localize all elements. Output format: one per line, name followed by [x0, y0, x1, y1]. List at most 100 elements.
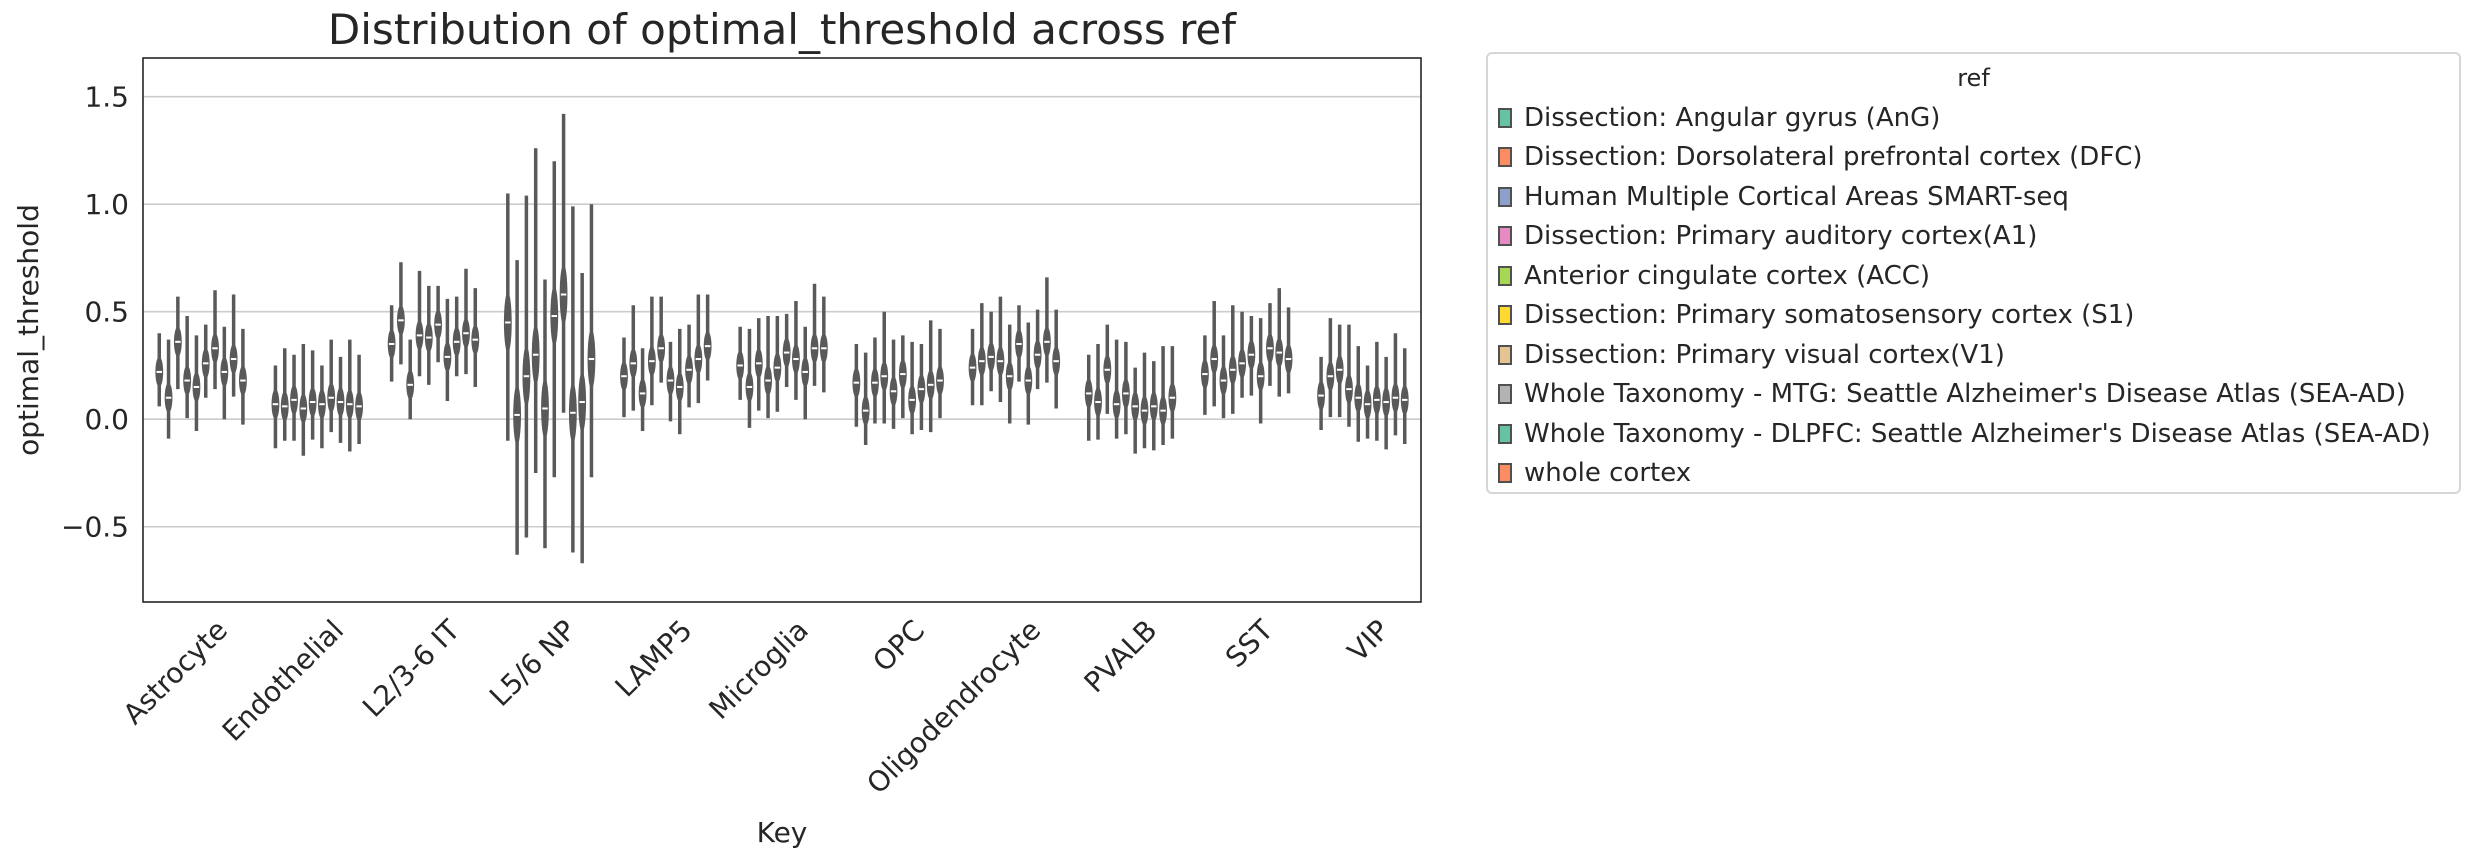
- violin: [1335, 324, 1344, 418]
- legend-entry: Dissection: Angular gyrus (AnG): [1488, 98, 2459, 138]
- legend-label: Human Multiple Cortical Areas SMART-seq: [1524, 181, 2069, 212]
- x-tick-label: Microglia: [702, 613, 814, 725]
- violin: [336, 356, 345, 443]
- violin: [424, 285, 433, 385]
- violin: [578, 273, 587, 564]
- legend-entry: Dissection: Primary auditory cortex(A1): [1488, 217, 2459, 257]
- violin: [327, 339, 336, 433]
- violin: [299, 343, 308, 456]
- violin: [531, 148, 540, 473]
- violin: [397, 262, 405, 365]
- violin: [1275, 288, 1284, 397]
- violin: [1210, 300, 1219, 407]
- violin: [936, 328, 944, 419]
- legend-label: whole cortex: [1524, 458, 1692, 489]
- y-tick-label: 1.0: [84, 188, 129, 221]
- violin: [183, 316, 192, 419]
- violin: [1200, 335, 1209, 415]
- legend-label: Whole Taxonomy - MTG: Seattle Alzheimer'…: [1524, 379, 2406, 410]
- violin: [1042, 277, 1051, 383]
- violin: [345, 339, 354, 452]
- violin: [1005, 324, 1014, 424]
- violin: [1103, 324, 1112, 414]
- legend-swatch: [1498, 423, 1512, 444]
- violin: [1345, 324, 1353, 427]
- violin: [1121, 341, 1130, 435]
- legend-label: Dissection: Primary visual cortex(V1): [1524, 339, 2005, 370]
- x-tick-label: LAMP5: [609, 613, 699, 703]
- violin: [1140, 352, 1149, 449]
- violin: [773, 316, 782, 412]
- violin: [908, 341, 917, 435]
- violin: [736, 326, 745, 400]
- violin: [996, 296, 1005, 403]
- violin: [1363, 365, 1372, 439]
- violin: [1052, 309, 1061, 409]
- legend-entry: Dissection: Primary visual cortex(V1): [1488, 335, 2459, 375]
- violins: [155, 113, 1409, 564]
- gridlines: [143, 95, 1421, 528]
- y-tick-labels: 1.5 1.0 0.5 0.0 −0.5: [61, 81, 129, 544]
- violin: [685, 324, 693, 408]
- violin: [703, 294, 712, 381]
- legend-items: Dissection: Angular gyrus (AnG) Dissectio…: [1488, 98, 2459, 493]
- legend-label: Whole Taxonomy - DLPFC: Seattle Alzheime…: [1524, 418, 2431, 449]
- violin: [290, 354, 298, 441]
- violin: [917, 343, 926, 430]
- plot-frame: [142, 57, 1422, 603]
- violin: [1391, 333, 1400, 436]
- legend-label: Anterior cingulate cortex (ACC): [1524, 260, 1931, 291]
- violin: [434, 285, 443, 363]
- legend-entry: Whole Taxonomy - MTG: Seattle Alzheimer'…: [1488, 375, 2459, 415]
- violin: [406, 339, 415, 420]
- violin: [1084, 354, 1093, 441]
- y-axis-label: optimal_threshold: [12, 204, 45, 456]
- violin: [192, 335, 201, 432]
- x-tick-label: PVALB: [1078, 613, 1164, 699]
- violin: [1256, 318, 1265, 424]
- violin: [1382, 356, 1391, 450]
- legend-label: Dissection: Dorsolateral prefrontal cort…: [1524, 142, 2143, 173]
- violin: [355, 354, 364, 444]
- violin: [620, 337, 628, 418]
- legend-swatch: [1498, 186, 1512, 207]
- x-axis-label: Key: [757, 816, 808, 849]
- legend-entry: Dissection: Primary somatosensory cortex…: [1488, 296, 2459, 336]
- violin: [764, 316, 772, 419]
- y-tick-label: 0.5: [84, 296, 129, 329]
- violin: [792, 300, 800, 400]
- violin: [568, 206, 577, 553]
- violin: [1354, 346, 1363, 442]
- legend-swatch: [1498, 226, 1512, 247]
- violin: [745, 328, 754, 428]
- violin: [280, 348, 289, 441]
- violin: [201, 324, 210, 398]
- violin: [462, 268, 470, 375]
- violin: [220, 326, 229, 420]
- violin: [852, 343, 861, 427]
- violin: [987, 311, 996, 392]
- legend-entry: Dissection: Dorsolateral prefrontal cort…: [1488, 138, 2459, 178]
- x-tick-label: L2/3-6 IT: [356, 613, 467, 724]
- violin: [559, 113, 568, 413]
- violin: [443, 298, 452, 401]
- x-tick-label: SST: [1219, 613, 1280, 674]
- violin: [926, 320, 935, 433]
- violin: [155, 333, 164, 407]
- violin: [1238, 311, 1246, 398]
- y-tick-label: 0.0: [84, 403, 129, 436]
- legend-swatch: [1498, 344, 1512, 365]
- legend-entry: Human Multiple Cortical Areas SMART-seq: [1488, 177, 2459, 217]
- x-tick-label: VIP: [1341, 613, 1396, 668]
- y-tick-label: −0.5: [61, 511, 129, 544]
- chart-title: Distribution of optimal_threshold across…: [328, 5, 1237, 54]
- violin: [871, 337, 879, 424]
- violin: [647, 296, 656, 406]
- legend-swatch: [1498, 463, 1512, 484]
- violin: [861, 352, 870, 446]
- x-tick-label: L5/6 NP: [483, 613, 582, 712]
- violin: [1033, 309, 1042, 390]
- violin: [1159, 346, 1167, 446]
- legend-swatch: [1498, 147, 1512, 168]
